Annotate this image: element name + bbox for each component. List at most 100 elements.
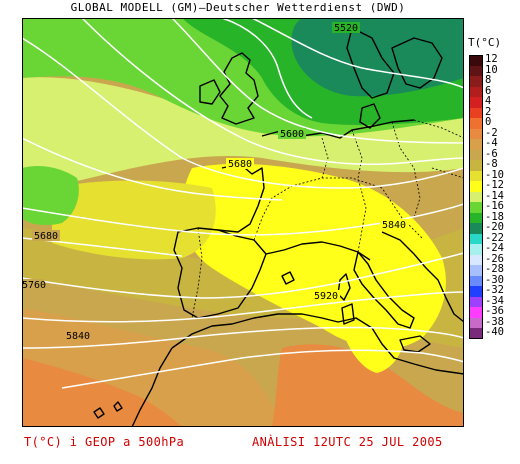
legend-entry: -18 — [469, 210, 520, 223]
legend-label: -16 — [485, 200, 504, 212]
legend-swatch — [469, 139, 483, 150]
legend-label: 2 — [485, 105, 492, 118]
legend-swatch — [469, 118, 483, 129]
legend-swatch — [469, 296, 483, 307]
cold-core-center — [291, 18, 464, 97]
legend-entry: -38 — [469, 315, 520, 328]
contour-label-5840-west: 5840 — [66, 331, 90, 342]
legend-label: -10 — [485, 168, 504, 181]
legend-entry: -10 — [469, 168, 520, 181]
legend-entry: 6 — [469, 84, 520, 97]
map-frame — [22, 18, 464, 427]
legend-label: 12 — [485, 53, 498, 65]
legend-swatch — [469, 223, 483, 234]
legend-label: -30 — [485, 273, 504, 286]
legend-swatch — [469, 317, 483, 328]
legend-swatch — [469, 97, 483, 108]
legend-entry: -40 — [469, 326, 520, 339]
legend-swatch — [469, 128, 483, 139]
legend-label: -28 — [485, 263, 504, 275]
legend-swatch — [469, 149, 483, 160]
map-title: GLOBAL MODELL (GM)—Deutscher Wetterdiens… — [70, 1, 406, 14]
legend-entry: -14 — [469, 189, 520, 202]
contour-label-5920: 5920 — [314, 291, 338, 302]
legend-label: -26 — [485, 252, 504, 265]
legend-entry: -16 — [469, 200, 520, 213]
legend-label: -8 — [485, 158, 498, 170]
footer-analysis-time: ANÀLISI 12UTC 25 JUL 2005 — [252, 435, 443, 449]
legend-swatch — [469, 107, 483, 118]
weather-map: 5520 5600 5680 5680 5760 5840 5840 5920 — [22, 18, 464, 427]
legend-entry: -20 — [469, 221, 520, 234]
legend-entry: -30 — [469, 273, 520, 286]
legend-label: -6 — [485, 147, 498, 160]
legend-swatch — [469, 76, 483, 87]
warm-patch-se — [272, 344, 464, 427]
legend-label: -2 — [485, 126, 498, 139]
legend-entry: -34 — [469, 294, 520, 307]
legend-entry: -8 — [469, 158, 520, 171]
legend-label: -34 — [485, 294, 504, 307]
legend-entry: -22 — [469, 231, 520, 244]
legend-label: 8 — [485, 74, 492, 86]
legend-swatch — [469, 307, 483, 318]
legend-entry: -4 — [469, 137, 520, 150]
legend-label: 6 — [485, 84, 492, 97]
legend-label: -38 — [485, 315, 504, 328]
legend-entry: -36 — [469, 305, 520, 318]
legend-label: -40 — [485, 326, 504, 338]
warmest-band-south — [22, 358, 182, 427]
legend-title: T(°C) — [468, 36, 502, 49]
legend-swatch — [469, 181, 483, 192]
legend-entry: 12 — [469, 53, 520, 66]
legend-entry: -6 — [469, 147, 520, 160]
contour-label-5840-east: 5840 — [382, 220, 406, 231]
legend-entry: 4 — [469, 95, 520, 108]
legend-swatch — [469, 265, 483, 276]
legend-swatch — [469, 286, 483, 297]
yellow-zone-west — [52, 180, 216, 260]
legend-label: -36 — [485, 305, 504, 317]
legend-label: 4 — [485, 95, 492, 107]
legend-swatch — [469, 244, 483, 255]
legend-label: -20 — [485, 221, 504, 233]
legend-swatch — [469, 212, 483, 223]
legend-swatch — [469, 233, 483, 244]
legend-swatch — [469, 191, 483, 202]
contour-label-5680-west: 5680 — [34, 231, 58, 242]
legend-label: -14 — [485, 189, 504, 202]
legend-swatch — [469, 160, 483, 171]
legend-entry: 2 — [469, 105, 520, 118]
legend-entry: 10 — [469, 63, 520, 76]
contour-label-5680-north: 5680 — [228, 159, 252, 170]
legend-swatch — [469, 328, 483, 339]
legend-entry: -32 — [469, 284, 520, 297]
legend-swatch — [469, 170, 483, 181]
color-legend: 12 10 8 6 4 2 0 -2 -4 -6 -8 -10 -12 -14 -16 -18 -20 -22 -2… — [469, 53, 520, 339]
legend-entry: -12 — [469, 179, 520, 192]
legend-label: 10 — [485, 63, 498, 76]
footer-variable-label: T(°C) i GEOP a 500hPa — [24, 435, 185, 449]
legend-label: -12 — [485, 179, 504, 191]
legend-swatch — [469, 254, 483, 265]
legend-swatch — [469, 202, 483, 213]
contour-label-5600: 5600 — [280, 129, 304, 140]
legend-swatch — [469, 65, 483, 76]
legend-swatch — [469, 275, 483, 286]
legend-label: -32 — [485, 284, 504, 296]
legend-entry: -28 — [469, 263, 520, 276]
geopotential-contours — [22, 18, 464, 389]
country-borders — [191, 119, 464, 319]
contour-label-5520: 5520 — [334, 23, 358, 34]
legend-entry: -2 — [469, 126, 520, 139]
legend-label: -18 — [485, 210, 504, 223]
legend-swatch — [469, 55, 483, 66]
legend-label: -24 — [485, 242, 504, 254]
legend-entry: 8 — [469, 74, 520, 87]
legend-label: -4 — [485, 137, 498, 149]
legend-entry: -24 — [469, 242, 520, 255]
legend-entry: -26 — [469, 252, 520, 265]
legend-label: -22 — [485, 231, 504, 244]
contour-label-5760: 5760 — [22, 280, 46, 291]
legend-entry: 0 — [469, 117, 520, 129]
